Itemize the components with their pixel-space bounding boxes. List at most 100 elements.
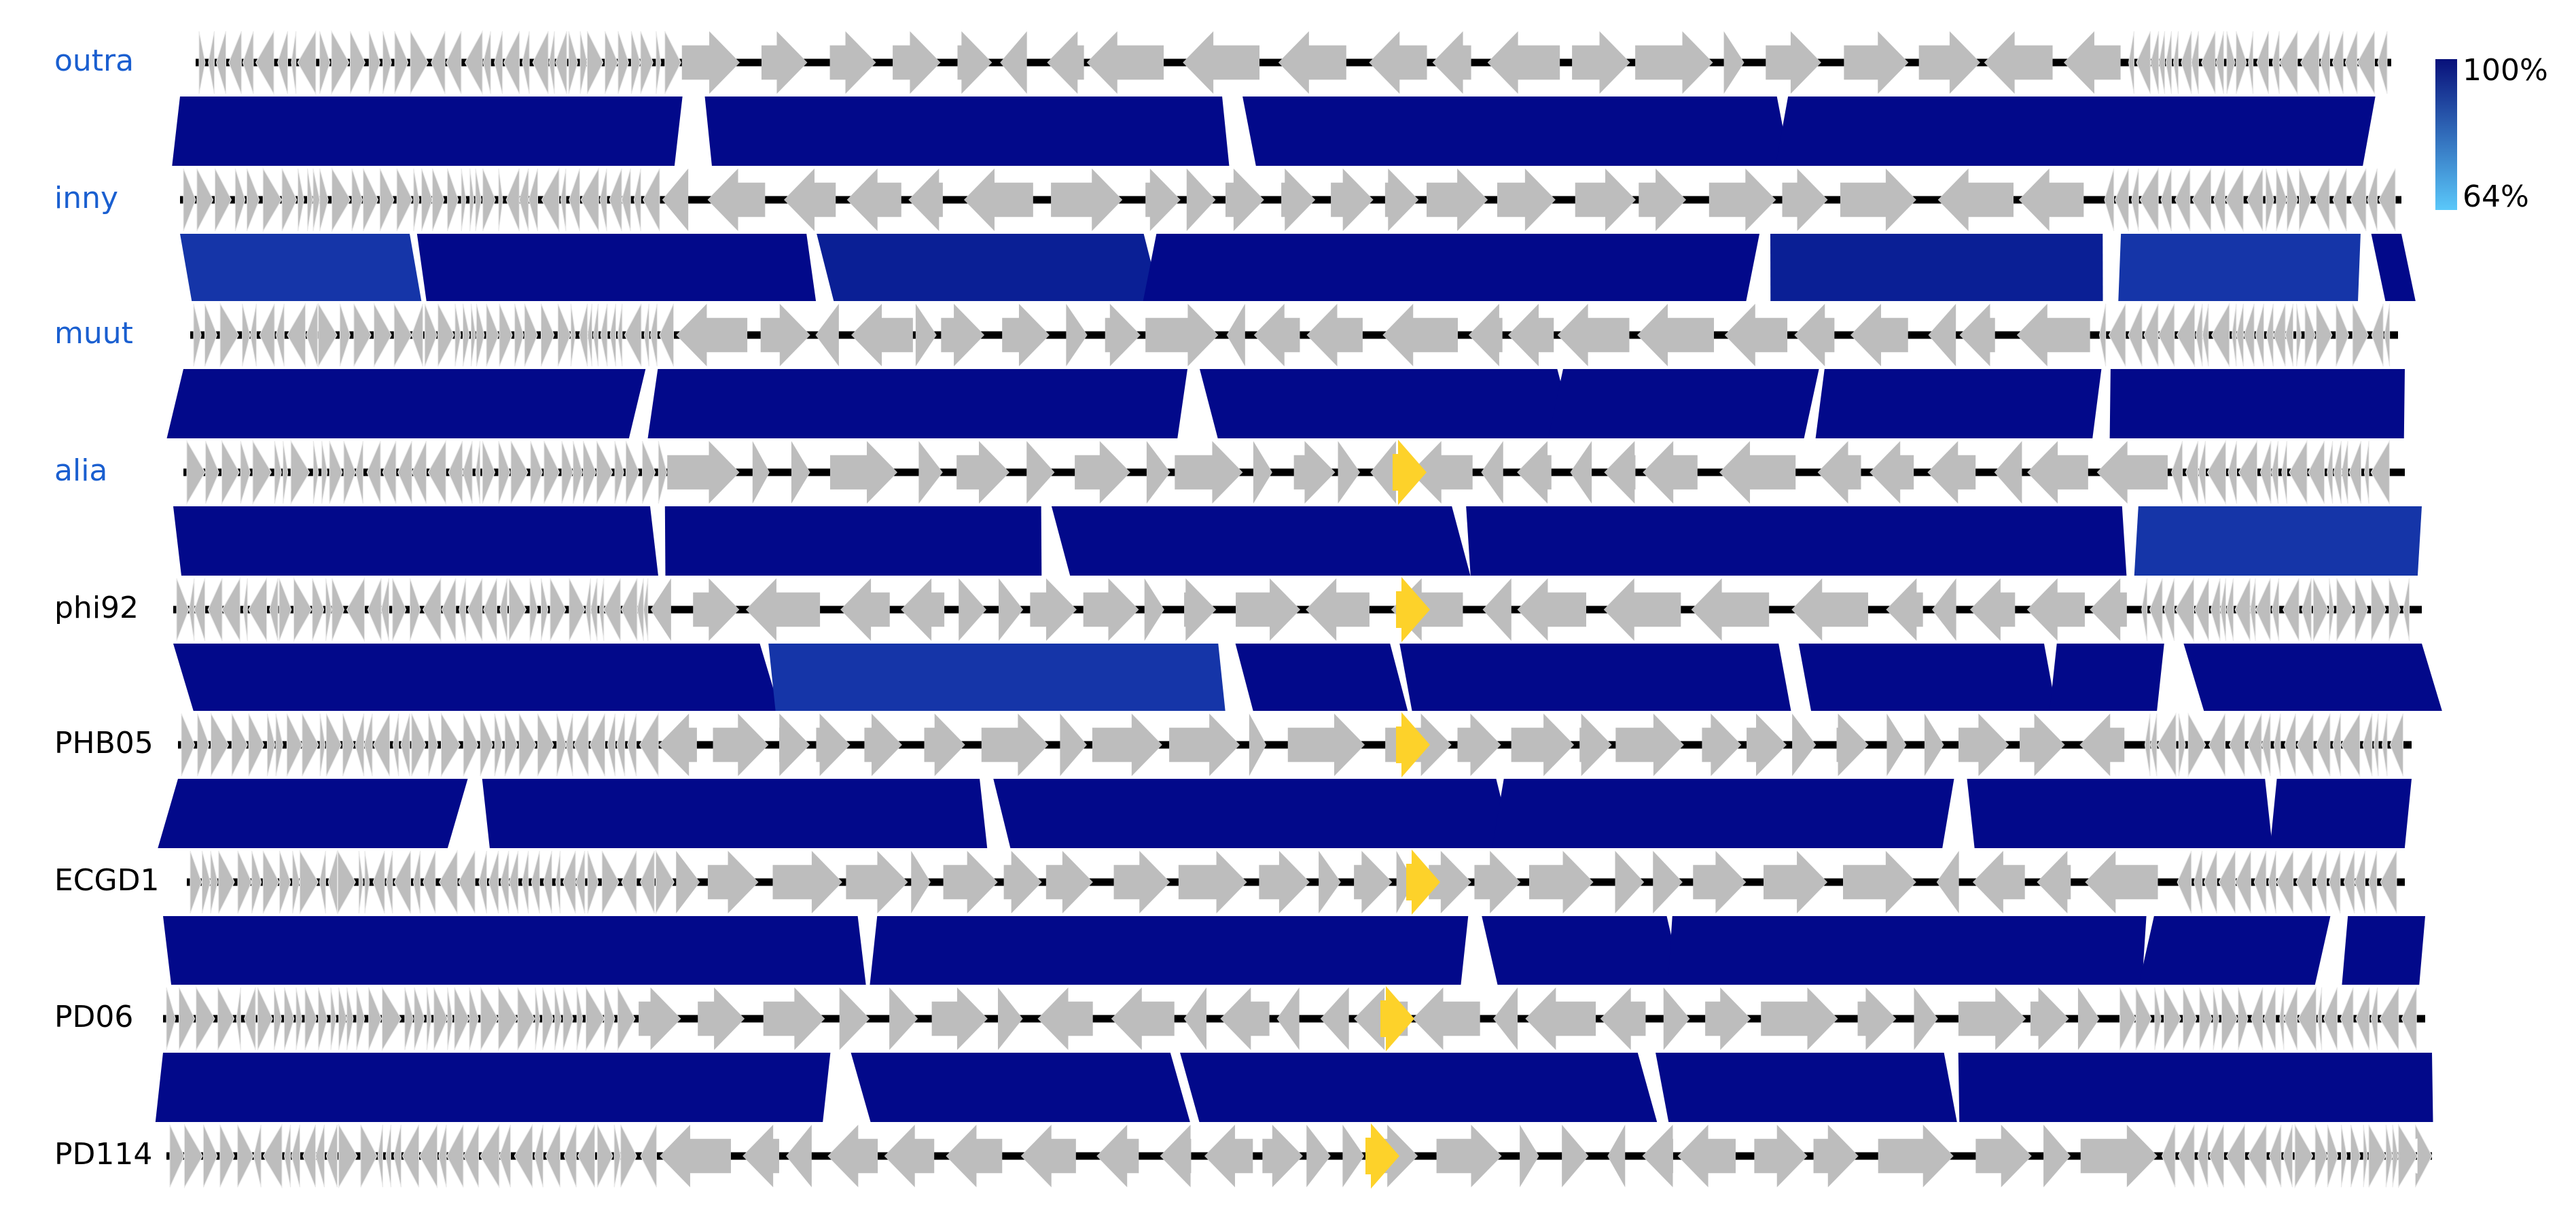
gene <box>459 578 467 642</box>
gene <box>889 987 918 1050</box>
gene <box>2026 578 2085 641</box>
gene <box>196 986 215 1051</box>
gene <box>1984 31 2053 94</box>
gene <box>2181 31 2192 94</box>
gene <box>563 1124 577 1188</box>
gene <box>355 440 363 504</box>
link <box>166 369 646 438</box>
gene <box>2150 713 2158 777</box>
gene <box>2343 850 2355 914</box>
gene <box>338 987 347 1051</box>
gene <box>851 304 913 366</box>
gene <box>2175 577 2194 642</box>
gene <box>643 578 649 642</box>
gene <box>299 850 319 915</box>
gene <box>462 303 470 367</box>
gene <box>183 168 196 232</box>
gene <box>2150 31 2160 94</box>
gene <box>2401 987 2417 1051</box>
link <box>1775 97 2376 166</box>
gene <box>409 578 421 642</box>
track-label[interactable]: inny <box>54 181 118 215</box>
link <box>1466 506 2127 576</box>
gene <box>367 578 382 642</box>
gene <box>599 168 607 232</box>
gene <box>2389 578 2401 642</box>
gene <box>1529 851 1594 913</box>
gene <box>2211 302 2230 368</box>
gene <box>529 578 539 642</box>
gene <box>2251 987 2264 1051</box>
link <box>817 234 1161 301</box>
gene <box>396 168 413 232</box>
gene <box>918 441 943 504</box>
gene <box>319 850 326 914</box>
gene <box>1026 441 1055 504</box>
gene <box>2243 303 2255 367</box>
gene <box>640 1124 657 1188</box>
track-label[interactable]: outra <box>54 43 134 78</box>
link <box>2134 506 2422 576</box>
gene <box>494 713 503 777</box>
gene <box>454 303 461 367</box>
gene <box>2403 578 2410 642</box>
gene <box>351 168 363 232</box>
gene <box>2210 578 2221 642</box>
gene <box>2208 1124 2224 1188</box>
gene <box>1572 31 1630 94</box>
gene <box>2320 31 2330 94</box>
gene <box>2175 168 2191 232</box>
gene <box>499 1124 511 1188</box>
gene <box>353 303 372 367</box>
gene <box>1924 714 1944 776</box>
track-label[interactable]: alia <box>54 453 107 488</box>
gene <box>2279 30 2298 95</box>
track-label[interactable]: muut <box>54 316 133 351</box>
gene <box>475 168 482 232</box>
gene <box>518 713 537 777</box>
gene <box>1615 851 1645 913</box>
gene <box>784 169 836 231</box>
gene <box>743 1125 779 1187</box>
gene <box>2165 31 2172 94</box>
gene <box>2027 441 2088 504</box>
gene <box>2161 1124 2176 1188</box>
gene <box>617 986 636 1051</box>
gene <box>392 713 399 777</box>
gene <box>1972 851 2025 913</box>
gene <box>2315 713 2331 777</box>
gene <box>1436 1125 1502 1187</box>
gene <box>2247 168 2264 232</box>
gene <box>2177 1124 2195 1188</box>
gene <box>2096 441 2168 504</box>
gene <box>2371 303 2384 367</box>
gene <box>1342 1125 1365 1187</box>
gene <box>1262 1125 1303 1187</box>
gene <box>246 168 260 232</box>
gene <box>2355 578 2369 642</box>
gene <box>2373 713 2379 777</box>
gene <box>2268 850 2276 914</box>
gene <box>208 31 215 94</box>
gene <box>573 440 583 504</box>
gene <box>815 304 839 366</box>
gene <box>330 987 337 1051</box>
gene <box>318 302 338 368</box>
gene <box>499 303 513 367</box>
gene <box>681 31 740 94</box>
gene <box>707 169 766 231</box>
gene <box>2414 1124 2433 1188</box>
gene <box>1927 441 1976 504</box>
gene <box>557 303 571 367</box>
gene <box>556 713 567 777</box>
gene <box>197 713 210 777</box>
gene <box>901 578 945 641</box>
gene <box>2340 712 2361 777</box>
gene <box>252 440 272 505</box>
gene <box>1412 987 1480 1050</box>
gene <box>259 303 275 367</box>
gene <box>931 987 988 1050</box>
gene <box>1705 987 1751 1050</box>
gene <box>609 168 622 232</box>
